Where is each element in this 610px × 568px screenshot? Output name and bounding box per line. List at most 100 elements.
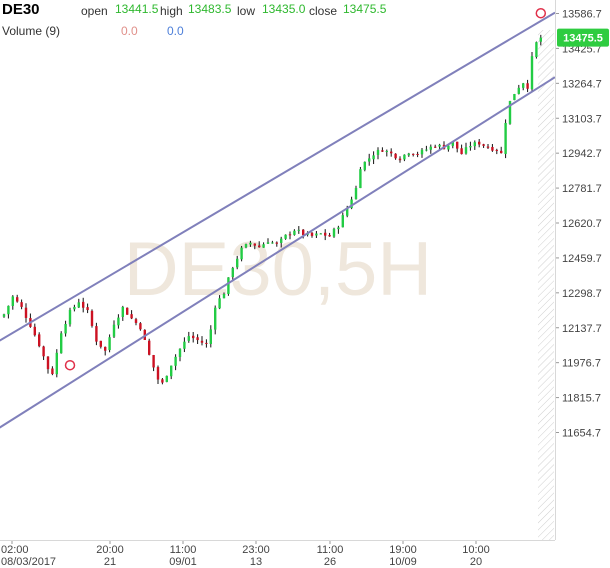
candle-down <box>486 146 490 148</box>
candle-down <box>310 232 314 236</box>
y-tick-label: 11654.7 <box>562 428 601 440</box>
candle-up <box>372 155 375 160</box>
candle-up <box>174 356 177 366</box>
candle-up <box>385 150 388 152</box>
candle-up <box>271 242 274 244</box>
candle-up <box>218 298 221 309</box>
volume-label: Volume (9) <box>2 24 61 38</box>
candle-up <box>354 188 358 200</box>
y-tick-label: 13103.7 <box>562 113 602 125</box>
candle-up <box>121 306 124 317</box>
candle-up <box>183 341 186 349</box>
x-tick-date: 10/09 <box>389 556 417 568</box>
y-axis-line <box>555 0 556 540</box>
candle-up <box>341 215 344 228</box>
low-value: 13435.0 <box>262 2 306 16</box>
candle-down <box>16 297 19 302</box>
candle-up <box>451 141 454 146</box>
volume-value-1: 0.0 <box>121 24 138 38</box>
y-tick-label: 11815.7 <box>562 393 601 405</box>
y-tick-label: 12459.7 <box>562 253 602 265</box>
candle-down <box>500 150 503 154</box>
candle-up <box>420 149 424 155</box>
close-label: close <box>309 4 338 18</box>
x-tick-date: 20 <box>470 556 482 568</box>
candle-up <box>473 142 476 147</box>
candle-up <box>222 293 226 299</box>
last-price-label: 13475.5 <box>563 33 603 45</box>
candle-up <box>214 307 217 330</box>
candle-up <box>187 336 190 341</box>
candle-up <box>55 352 58 375</box>
candle-up <box>469 146 472 148</box>
candle-up <box>297 229 300 231</box>
candle-up <box>262 244 265 248</box>
x-tick-time: 23:00 <box>242 544 270 556</box>
candle-up <box>346 208 349 216</box>
candle-down <box>460 148 463 155</box>
close-value: 13475.5 <box>343 2 387 16</box>
candle-down <box>302 229 305 236</box>
candle-up <box>266 242 270 244</box>
candle-down <box>134 319 138 323</box>
candle-down <box>324 232 327 236</box>
candle-up <box>73 306 76 310</box>
candle-up <box>363 161 366 170</box>
y-tick-label: 12942.7 <box>562 148 602 160</box>
candle-up <box>249 242 252 245</box>
candle-up <box>77 302 80 308</box>
candle-down <box>258 245 261 248</box>
candle-up <box>332 228 336 237</box>
candle-down <box>478 141 481 145</box>
candle-down <box>20 302 23 307</box>
candle-down <box>126 307 129 315</box>
high-label: high <box>160 4 183 18</box>
candle-down <box>46 356 50 370</box>
channel-anchor-2[interactable] <box>535 7 547 19</box>
candle-down <box>156 367 160 380</box>
x-tick-date: 08/03/2017 <box>1 556 56 568</box>
candle-down <box>86 307 89 311</box>
candle-down <box>288 234 292 236</box>
x-axis-line <box>0 540 555 541</box>
low-label: low <box>237 4 256 18</box>
candle-down <box>196 337 199 341</box>
y-tick-label: 13264.7 <box>562 78 602 90</box>
candle-up <box>403 154 406 160</box>
candle-up <box>108 337 111 351</box>
x-tick-time: 10:00 <box>462 544 490 556</box>
candle-down <box>328 235 331 237</box>
candle-down <box>390 151 393 154</box>
candle-down <box>152 355 155 368</box>
channel-line-upper[interactable] <box>0 11 556 342</box>
y-tick-label: 12781.7 <box>562 183 602 195</box>
x-tick-date: 21 <box>104 556 116 568</box>
candle-up <box>535 42 538 58</box>
candle-up <box>112 324 116 337</box>
candle-up <box>337 227 340 230</box>
candle-up <box>508 100 512 124</box>
candle-down <box>33 326 36 336</box>
y-tick-label: 13586.7 <box>562 9 602 21</box>
channel-line-lower[interactable] <box>0 76 556 429</box>
candle-up <box>227 277 230 294</box>
x-tick-time: 19:00 <box>389 544 417 556</box>
y-tick-label: 11976.7 <box>562 358 601 370</box>
last-price-tag <box>557 28 609 47</box>
channel-anchor-1[interactable] <box>64 359 76 371</box>
candle-up <box>68 309 72 325</box>
candle-up <box>350 199 353 209</box>
candle-up <box>539 37 542 42</box>
candle-down <box>104 346 107 351</box>
candle-up <box>2 314 6 317</box>
candle-up <box>504 122 507 154</box>
candle-down <box>482 144 485 146</box>
candle-up <box>522 83 525 88</box>
candle-down <box>253 243 256 246</box>
candle-down <box>394 153 397 159</box>
y-tick-label: 12620.7 <box>562 218 602 230</box>
y-tick-label: 12137.7 <box>562 323 602 335</box>
candle-up <box>11 296 14 306</box>
x-tick-time: 20:00 <box>96 544 124 556</box>
